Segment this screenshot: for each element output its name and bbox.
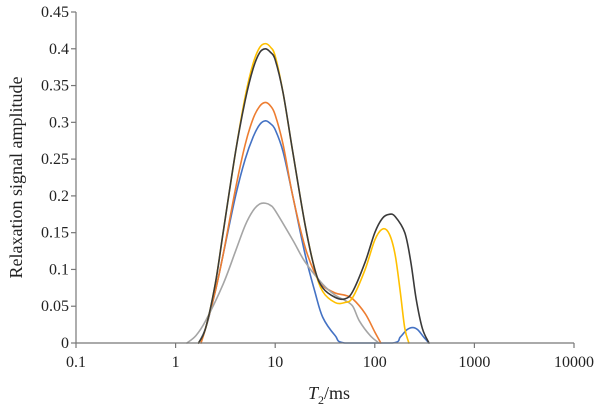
x-tick-label: 1	[172, 354, 180, 371]
y-axis-title: Relaxation signal amplitude	[6, 77, 26, 279]
series-line-5	[197, 47, 430, 344]
x-tick-label: 0.1	[66, 354, 86, 371]
y-tick-label: 0.1	[49, 261, 69, 278]
x-tick-label: 1000	[458, 354, 490, 371]
y-tick-label: 0.45	[41, 4, 69, 21]
series-line-4	[197, 42, 410, 344]
x-axis-title-sub: 2	[318, 393, 324, 407]
y-tick-label: 0.35	[41, 78, 69, 95]
x-axis-ticks: 0.1 1 10 100 1000 10000	[66, 343, 594, 371]
x-tick-label: 100	[363, 354, 387, 371]
y-tick-label: 0.4	[49, 41, 69, 58]
series-line-3	[186, 202, 380, 344]
y-tick-label: 0.25	[41, 151, 69, 168]
y-axis-ticks: 0 0.05 0.1 0.15 0.2 0.25 0.3 0.35 0.4 0.45	[41, 4, 76, 352]
x-axis-title-unit: /ms	[324, 383, 350, 403]
y-tick-label: 0.05	[41, 298, 69, 315]
x-tick-label: 10000	[554, 354, 594, 371]
x-axis-title: T2/ms	[308, 383, 350, 407]
x-tick-label: 10	[267, 354, 283, 371]
y-tick-label: 0.2	[49, 188, 69, 205]
y-tick-label: 0	[61, 335, 69, 352]
series-layer	[186, 42, 430, 344]
series-line-1	[197, 120, 430, 344]
x-axis-title-var: T	[308, 383, 320, 403]
y-tick-label: 0.15	[41, 225, 69, 242]
y-tick-label: 0.3	[49, 114, 69, 131]
